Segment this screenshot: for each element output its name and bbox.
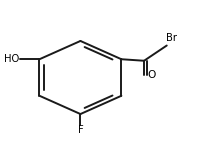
Text: F: F — [78, 125, 83, 135]
Text: Br: Br — [166, 33, 177, 43]
Text: HO: HO — [4, 54, 19, 64]
Text: O: O — [147, 70, 155, 80]
